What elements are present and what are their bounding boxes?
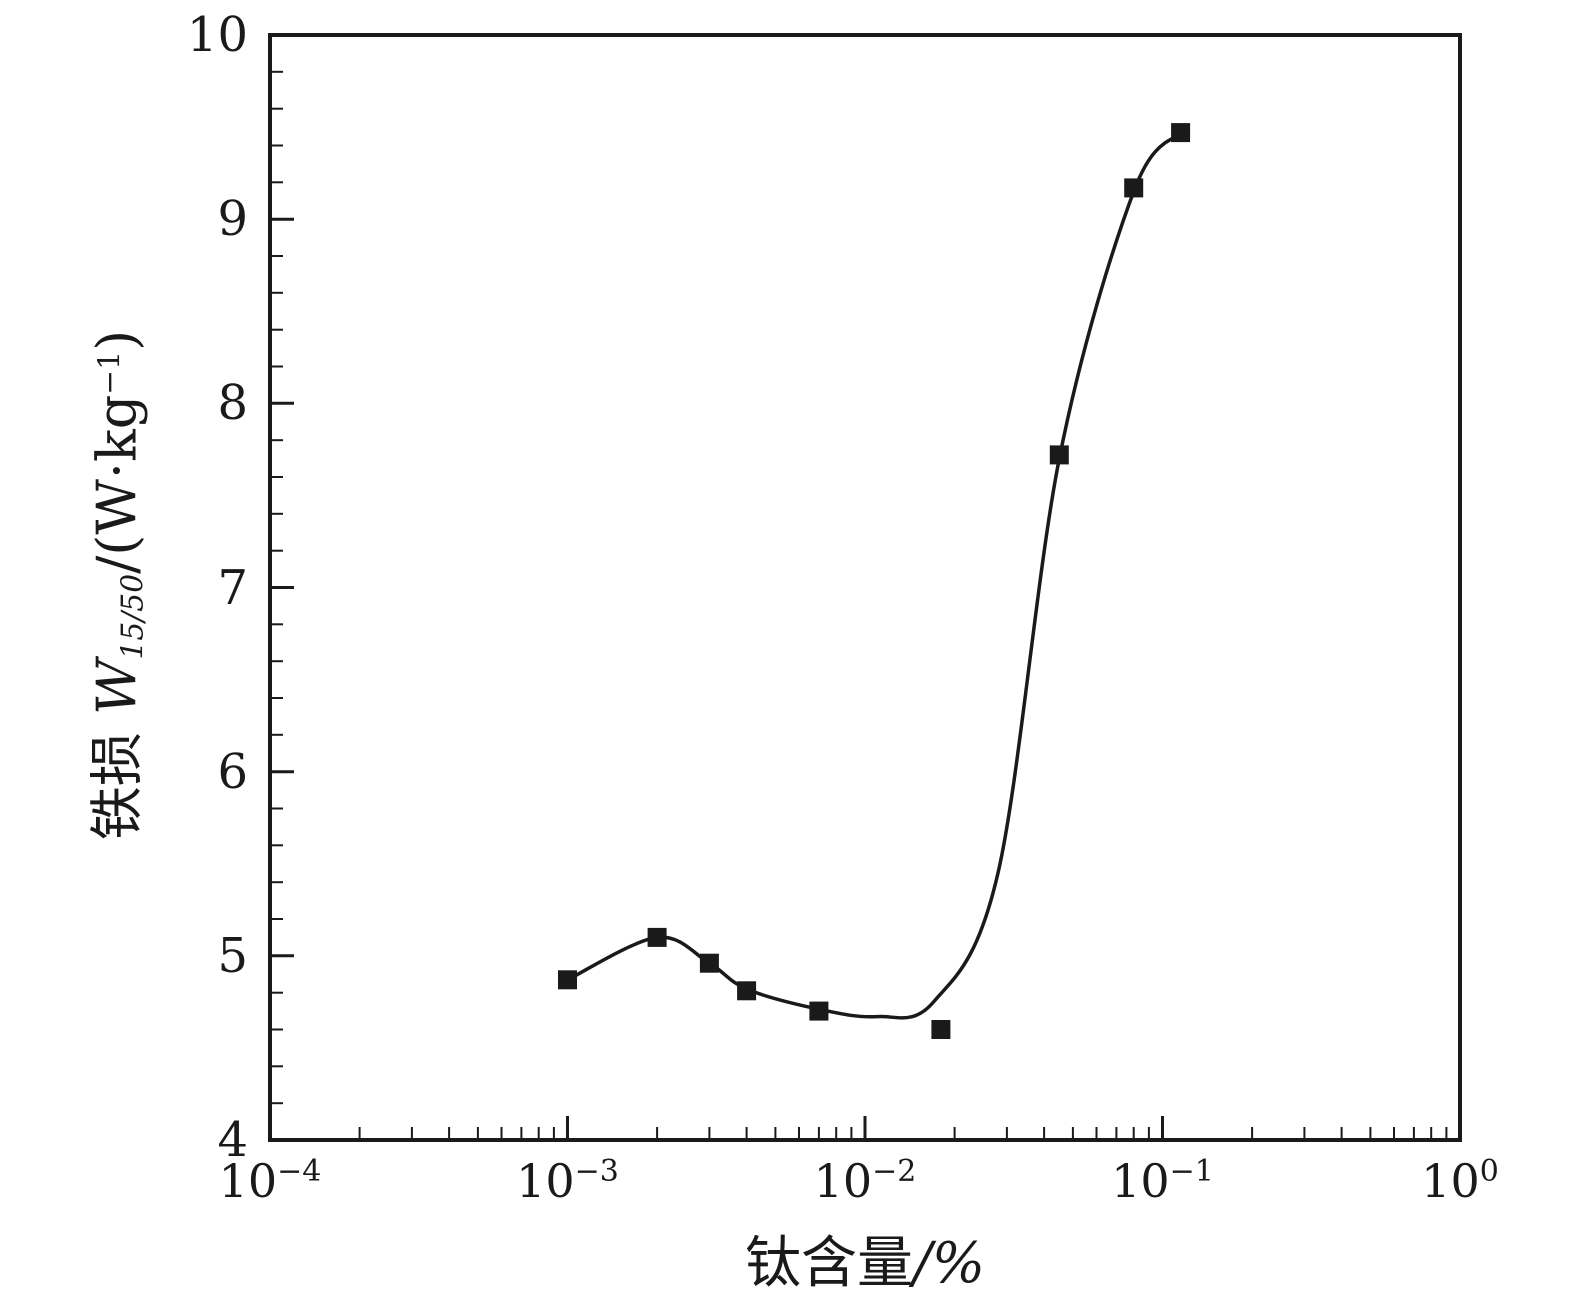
y-tick-label: 7 [217, 559, 248, 616]
data-points [558, 123, 1191, 1039]
x-tick-exponent: −1 [1169, 1153, 1214, 1189]
fit-curve-path [566, 131, 1182, 1020]
data-point [699, 953, 719, 973]
data-point [931, 1020, 951, 1039]
y-tick-label: 10 [186, 7, 248, 63]
y-axis-title: 铁损 W15/50/(W·kg−1) [73, 330, 152, 840]
data-point [1124, 178, 1144, 198]
x-tick-exponent: −3 [574, 1153, 619, 1189]
data-point [647, 927, 667, 947]
x-tick-base: 10 [1421, 1154, 1480, 1208]
y-axis-symbol: W [85, 659, 149, 715]
fit-curve [566, 131, 1182, 1020]
x-tick-label: 10−3 [516, 1156, 619, 1204]
y-tick-label: 4 [217, 1112, 248, 1168]
x-tick-label: 100 [1421, 1156, 1499, 1204]
y-tick-label: 5 [217, 927, 248, 984]
plot-frame [268, 33, 1462, 1142]
x-tick-label: 10−4 [219, 1156, 322, 1204]
x-tick-exponent: −4 [277, 1153, 322, 1189]
y-tick-label: 9 [217, 191, 248, 248]
data-point [1171, 123, 1191, 143]
x-tick-exponent: 0 [1479, 1153, 1499, 1189]
y-axis-unit: /(W·kg [85, 394, 149, 574]
y-axis-unit-sup: −1 [92, 350, 128, 395]
x-tick-base: 10 [1111, 1154, 1170, 1208]
data-point [1049, 445, 1069, 465]
y-tick-label: 6 [217, 743, 248, 800]
x-axis-title-unit: /% [912, 1231, 986, 1296]
x-axis-title-text: 钛含量 [744, 1231, 913, 1296]
x-axis-title: 钛含量/% [745, 1218, 985, 1299]
x-tick-base: 10 [813, 1154, 873, 1208]
y-tick-label: 8 [217, 375, 248, 432]
y-axis-title-prefix: 铁损 [85, 714, 149, 841]
y-axis-symbol-sub: 15/50 [115, 573, 151, 660]
y-axis-unit-close: ) [85, 329, 149, 351]
data-point [809, 1001, 829, 1021]
x-tick-base: 10 [218, 1154, 278, 1208]
data-point [737, 981, 757, 1001]
axis-ticks [268, 33, 1462, 1142]
x-tick-base: 10 [516, 1154, 575, 1208]
data-point [558, 970, 577, 990]
x-tick-exponent: −2 [872, 1153, 917, 1189]
x-tick-label: 10−2 [814, 1156, 917, 1204]
x-tick-label: 10−1 [1111, 1156, 1214, 1204]
